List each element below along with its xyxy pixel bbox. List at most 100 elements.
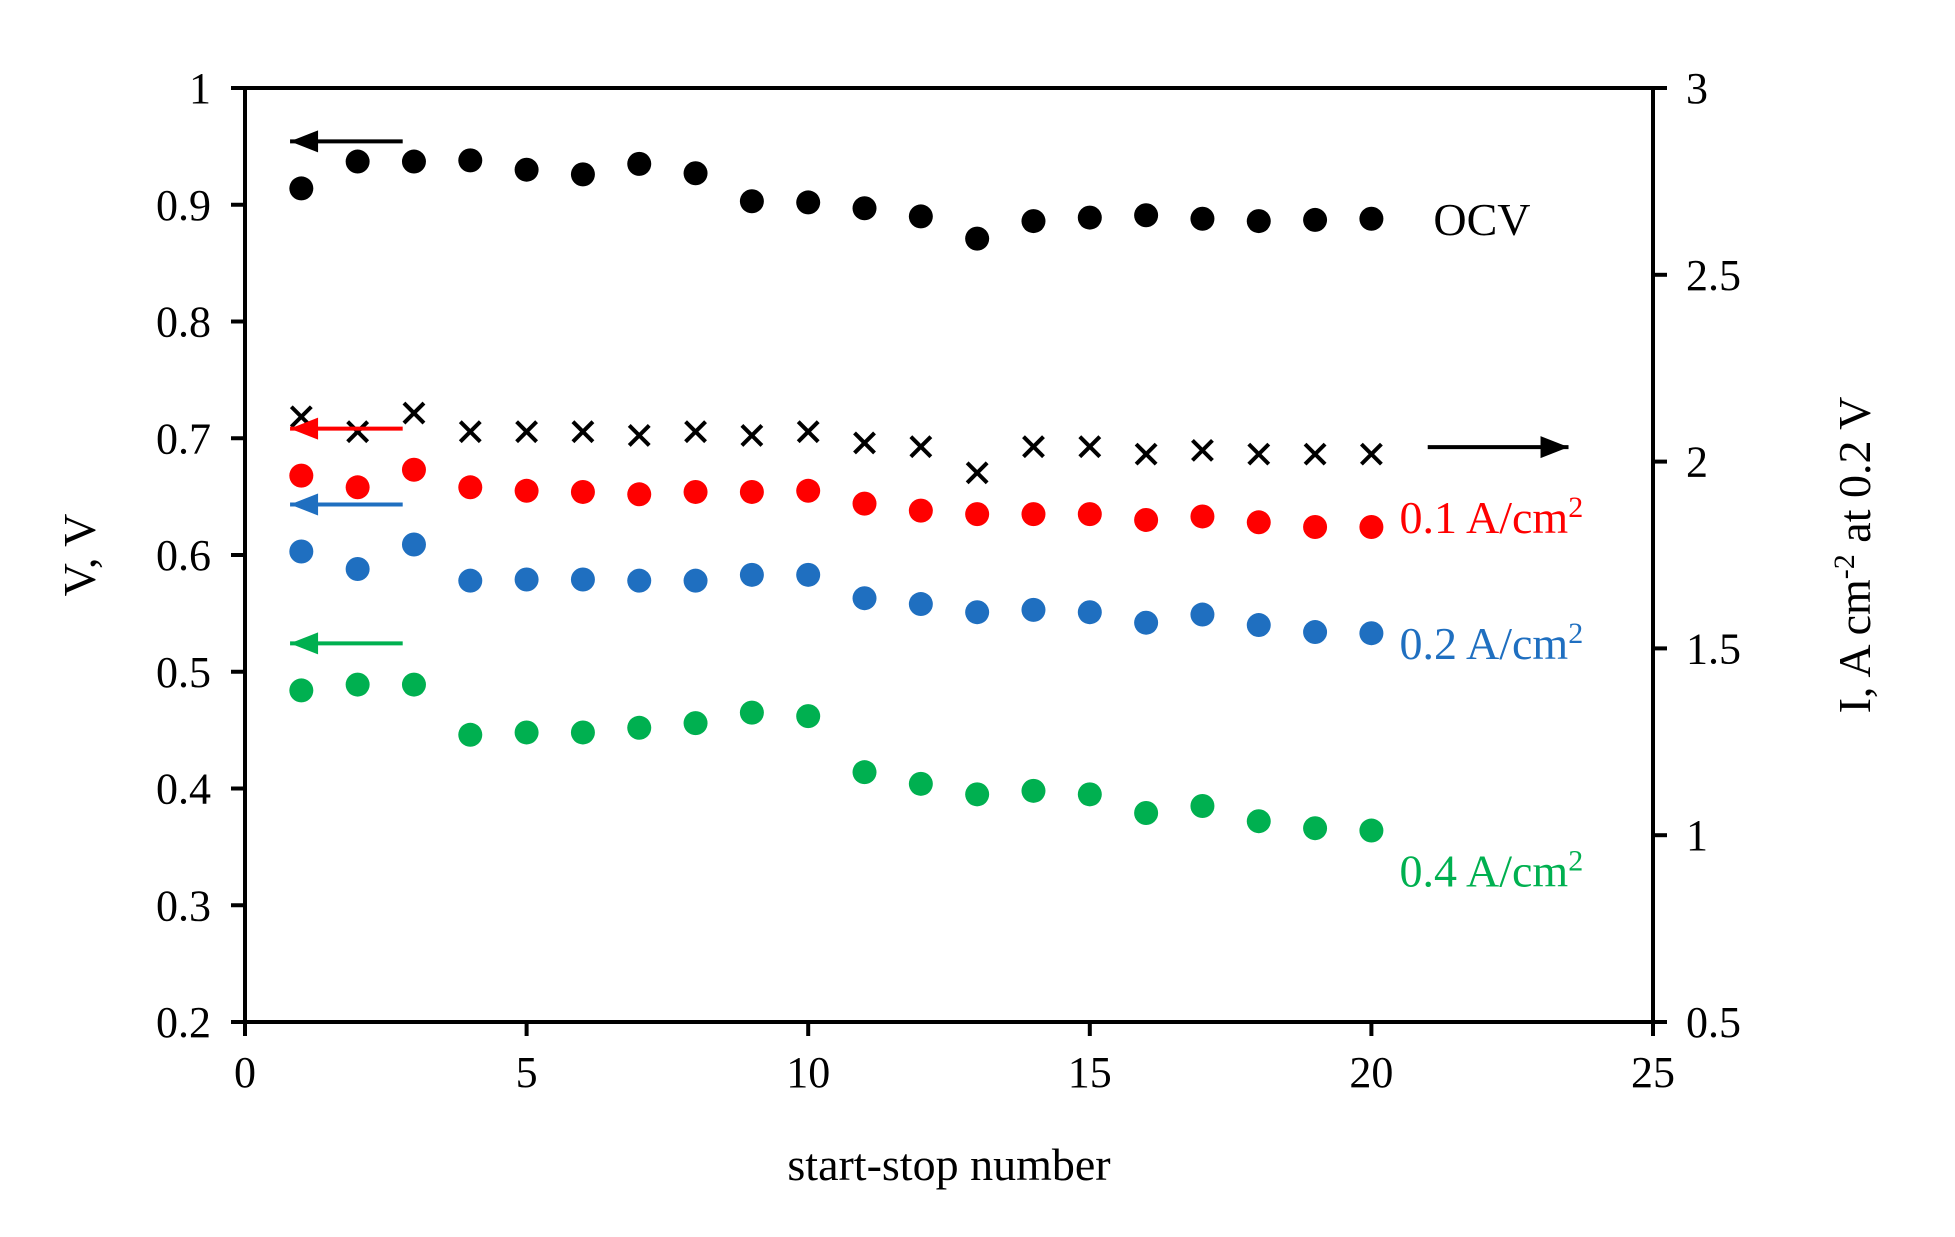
data-point — [908, 592, 933, 617]
y2-tick-label: 1.5 — [1686, 624, 1741, 673]
y2-axis-title: I, A cm-2 at 0.2 V — [1828, 397, 1881, 714]
data-point — [796, 190, 821, 215]
data-point-cross — [515, 420, 539, 444]
data-point — [683, 161, 708, 186]
data-point — [1246, 510, 1271, 535]
data-point — [570, 479, 595, 504]
data-point — [739, 479, 764, 504]
y2-tick-label: 0.5 — [1686, 998, 1741, 1047]
y-axis-title: V, V — [54, 514, 105, 597]
data-point-cross-stroke — [853, 431, 876, 455]
data-point — [1190, 602, 1215, 627]
series-label-text: OCV — [1433, 194, 1530, 245]
data-point — [796, 562, 821, 587]
y-tick-label: 0.8 — [156, 298, 211, 347]
data-point — [289, 539, 314, 564]
data-point — [1359, 818, 1384, 843]
series-label-ocv: OCV — [1433, 194, 1530, 245]
axes-layer — [231, 86, 1667, 1036]
series-label-0-2-a-cm2: 0.2 A/cm2 — [1400, 617, 1584, 670]
data-point — [852, 491, 877, 516]
data-point-cross — [402, 401, 426, 425]
data-point — [1359, 206, 1384, 231]
series-ocv — [289, 148, 1384, 251]
data-point-cross-stroke — [1191, 438, 1214, 462]
y-tick-label: 0.7 — [156, 414, 211, 463]
data-point — [289, 463, 314, 488]
data-point-cross-stroke — [458, 420, 482, 444]
data-point — [514, 567, 539, 592]
data-point — [965, 600, 990, 625]
data-point-cross-stroke — [1303, 442, 1327, 466]
data-point-cross — [965, 461, 989, 485]
y2-axis-title-main: I, A cm — [1829, 579, 1880, 713]
series-label-sup: 2 — [1568, 844, 1583, 877]
data-point-cross — [684, 420, 707, 444]
series-label-text: 0.4 A/cm — [1400, 846, 1569, 897]
data-point — [627, 715, 652, 740]
data-point — [1077, 502, 1102, 527]
data-point — [1021, 209, 1046, 234]
y2-tick-label: 3 — [1686, 64, 1708, 113]
data-point-cross-stroke — [627, 424, 651, 447]
data-point — [1021, 778, 1046, 803]
data-point — [570, 567, 595, 592]
series-label-0-1-a-cm2: 0.1 A/cm2 — [1400, 490, 1584, 543]
data-point — [852, 196, 877, 221]
data-point — [401, 532, 426, 557]
data-point — [289, 678, 314, 703]
data-point-cross-stroke — [684, 420, 707, 444]
data-point — [1077, 205, 1102, 230]
data-point-cross-stroke — [1134, 442, 1158, 466]
y-tick-label: 0.6 — [156, 531, 211, 580]
data-point — [458, 722, 483, 747]
data-point — [345, 672, 370, 697]
data-point — [1190, 206, 1215, 231]
data-point — [1246, 613, 1271, 638]
axis-arrow-head — [290, 493, 319, 516]
data-point-cross — [346, 420, 370, 444]
data-point-cross-stroke — [571, 420, 595, 444]
data-point — [1134, 507, 1159, 532]
axis-arrow-left — [290, 493, 403, 516]
data-point — [345, 557, 370, 582]
data-point — [458, 475, 483, 500]
y2-axis-title-rest: at 0.2 V — [1829, 397, 1880, 555]
y-tick-label: 0.9 — [156, 181, 211, 230]
data-point — [1190, 794, 1215, 819]
data-point — [852, 760, 877, 785]
y-tick-label: 0.2 — [156, 998, 211, 1047]
series-label-sup: 2 — [1568, 490, 1583, 523]
data-point — [514, 720, 539, 745]
data-point-cross — [1359, 442, 1383, 466]
data-point-cross-stroke — [740, 424, 764, 447]
data-point — [1303, 620, 1328, 645]
data-point-cross — [458, 420, 482, 444]
x-tick-label: 0 — [234, 1048, 256, 1097]
data-point-cross — [796, 420, 820, 444]
data-point — [1134, 203, 1159, 228]
data-point-cross — [627, 424, 651, 447]
data-point — [683, 479, 708, 504]
data-point-cross-stroke — [289, 405, 313, 429]
data-point — [1021, 597, 1046, 622]
data-point — [627, 151, 652, 176]
x-axis-title: start-stop number — [787, 1139, 1110, 1190]
data-point — [1303, 816, 1328, 841]
y-tick-label: 1 — [189, 64, 211, 113]
axis-arrow-left — [290, 632, 403, 655]
data-point-cross-stroke — [796, 420, 820, 444]
data-point — [570, 720, 595, 745]
data-point — [739, 189, 764, 214]
data-point — [908, 204, 933, 229]
data-point — [965, 502, 990, 527]
x-tick-label: 25 — [1631, 1048, 1675, 1097]
axis-arrow-right — [1427, 436, 1569, 459]
y2-tick-label: 1 — [1686, 811, 1708, 860]
data-point-cross — [571, 420, 595, 444]
data-point — [1134, 610, 1159, 635]
y-tick-label: 0.4 — [156, 765, 211, 814]
y2-tick-label: 2 — [1686, 438, 1708, 487]
data-point — [401, 672, 426, 697]
data-point — [683, 711, 708, 736]
